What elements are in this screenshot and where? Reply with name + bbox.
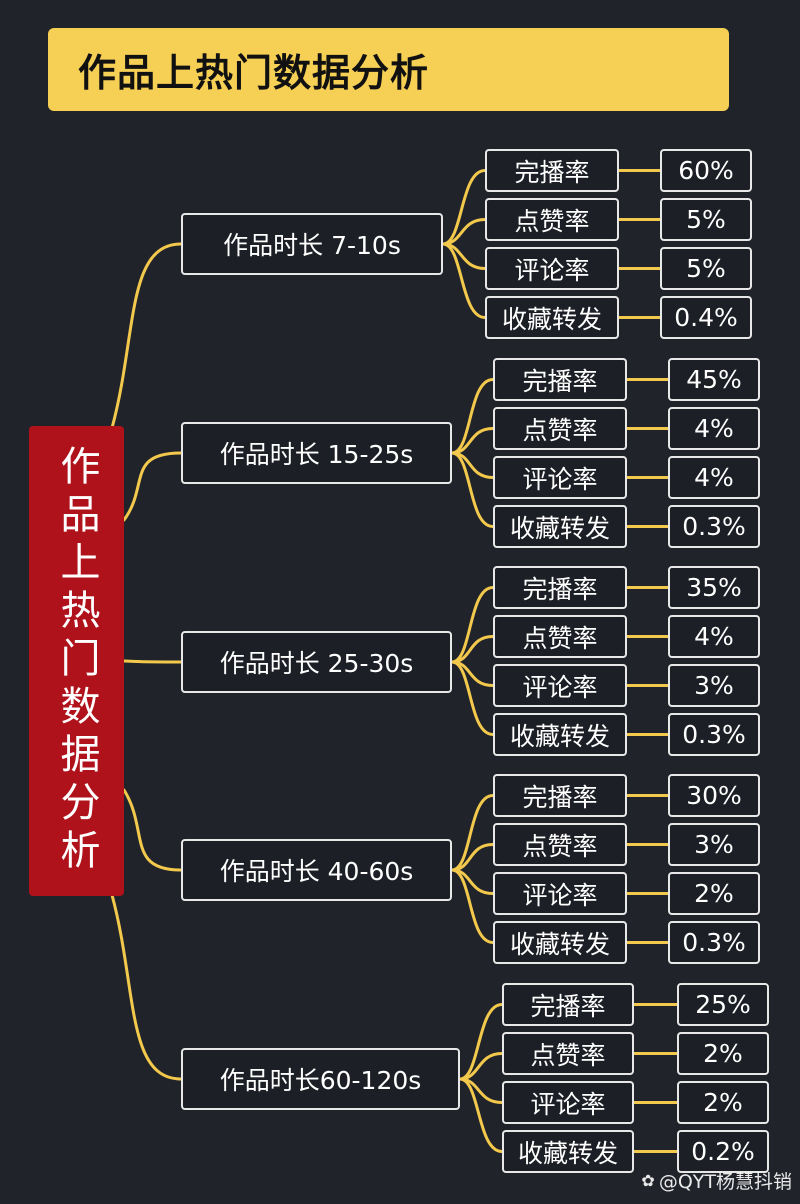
duration-to-metric-line [450, 451, 495, 528]
root-to-duration-line [122, 451, 183, 522]
metric-value-node: 4% [668, 615, 760, 658]
metric-name-node: 评论率 [485, 247, 619, 290]
metric-value-node: 2% [677, 1081, 769, 1124]
metric-value-node: 2% [668, 872, 760, 915]
watermark-text: @QYT杨慧抖销 [658, 1171, 792, 1193]
duration-node: 作品时长 25-30s [181, 631, 452, 693]
metric-value-node: 35% [668, 566, 760, 609]
metric-value-node: 60% [660, 149, 752, 192]
root-to-duration-line [110, 893, 183, 1081]
duration-node: 作品时长 15-25s [181, 422, 452, 484]
metric-name-node: 完播率 [502, 983, 634, 1026]
metric-name-node: 收藏转发 [493, 713, 627, 756]
metric-name-node: 点赞率 [493, 407, 627, 450]
metric-name-node: 评论率 [493, 664, 627, 707]
watermark: ✿ @QYT杨慧抖销 [641, 1167, 792, 1194]
metric-name-node: 收藏转发 [485, 296, 619, 339]
duration-to-metric-line [450, 378, 495, 455]
root-node: 作品上热门数据分析 [29, 426, 124, 896]
douyin-logo-icon: ✿ [641, 1171, 655, 1190]
metric-name-node: 完播率 [485, 149, 619, 192]
metric-value-node: 0.3% [668, 713, 760, 756]
duration-to-metric-line [441, 242, 487, 319]
metric-name-node: 点赞率 [502, 1032, 634, 1075]
metric-value-node: 30% [668, 774, 760, 817]
title-banner: 作品上热门数据分析 [48, 28, 729, 111]
page-title: 作品上热门数据分析 [78, 51, 430, 95]
metric-name-node: 完播率 [493, 358, 627, 401]
duration-node: 作品时长 40-60s [181, 839, 452, 901]
metric-name-node: 评论率 [493, 456, 627, 499]
metric-name-node: 收藏转发 [493, 505, 627, 548]
metric-value-node: 0.3% [668, 921, 760, 964]
metric-value-node: 4% [668, 407, 760, 450]
duration-to-metric-line [450, 660, 495, 736]
duration-to-metric-line [458, 1077, 504, 1153]
metric-value-node: 2% [677, 1032, 769, 1075]
root-to-duration-line [122, 659, 183, 664]
metric-value-node: 4% [668, 456, 760, 499]
metric-name-node: 点赞率 [485, 198, 619, 241]
metric-value-node: 3% [668, 664, 760, 707]
metric-value-node: 3% [668, 823, 760, 866]
duration-to-metric-line [458, 1003, 504, 1081]
metric-name-node: 评论率 [502, 1081, 634, 1124]
metric-value-node: 45% [668, 358, 760, 401]
root-label: 作品上热门数据分析 [53, 445, 100, 877]
metric-name-node: 点赞率 [493, 823, 627, 866]
metric-value-node: 0.2% [677, 1130, 769, 1173]
metric-name-node: 点赞率 [493, 615, 627, 658]
metric-value-node: 5% [660, 198, 752, 241]
metric-value-node: 0.4% [660, 296, 752, 339]
duration-node: 作品时长60-120s [181, 1048, 460, 1110]
root-to-duration-line [122, 788, 183, 872]
duration-node: 作品时长 7-10s [181, 213, 443, 275]
metric-name-node: 收藏转发 [502, 1130, 634, 1173]
duration-to-metric-line [450, 794, 495, 872]
duration-to-metric-line [450, 868, 495, 944]
duration-to-metric-line [450, 586, 495, 664]
metric-value-node: 5% [660, 247, 752, 290]
duration-to-metric-line [441, 169, 487, 246]
metric-name-node: 完播率 [493, 566, 627, 609]
metric-value-node: 25% [677, 983, 769, 1026]
metric-name-node: 评论率 [493, 872, 627, 915]
root-to-duration-line [110, 242, 183, 430]
metric-name-node: 收藏转发 [493, 921, 627, 964]
metric-name-node: 完播率 [493, 774, 627, 817]
metric-value-node: 0.3% [668, 505, 760, 548]
